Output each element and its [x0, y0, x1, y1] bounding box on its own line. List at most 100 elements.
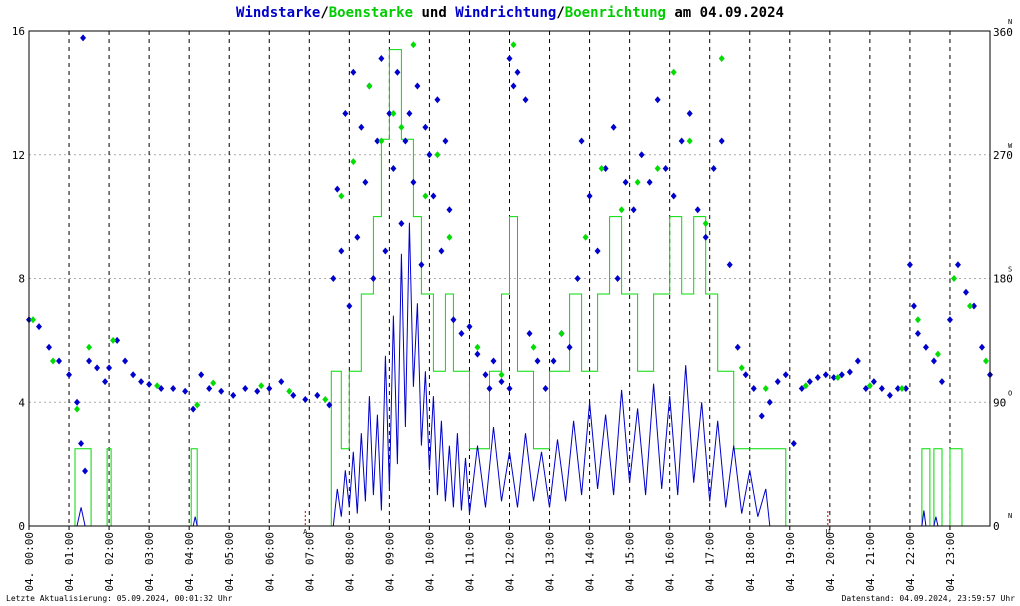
wind-direction-point	[978, 343, 985, 351]
gust-direction-point	[950, 275, 957, 282]
gust-direction-point	[510, 41, 517, 49]
wind-direction-point	[386, 110, 393, 117]
wind-direction-point	[750, 385, 757, 392]
x-tick-label: 04. 17:00	[704, 532, 717, 592]
y-right-tick-label: 180	[993, 273, 1013, 286]
wind-direction-point	[230, 391, 237, 399]
wind-direction-point	[710, 165, 717, 172]
x-tick-label: 04. 21:00	[864, 532, 877, 592]
wind-direction-point	[86, 357, 93, 365]
wind-direction-point	[838, 371, 845, 379]
wind-direction-point	[350, 68, 357, 76]
wind-direction-point	[962, 288, 969, 296]
gust-direction-point	[834, 374, 841, 381]
wind-direction-point	[526, 330, 533, 337]
gust-direction-point	[338, 192, 345, 200]
wind-direction-point	[522, 96, 529, 104]
wind-direction-point	[198, 371, 205, 379]
wind-direction-point	[254, 387, 261, 395]
wind-direction-point	[426, 151, 433, 159]
wind-direction-point	[654, 96, 661, 104]
wind-direction-point	[490, 357, 497, 365]
gust-direction-point	[410, 41, 417, 49]
wind-direction-point	[466, 323, 473, 331]
gust-direction-point	[670, 68, 677, 76]
title-part-6: Boenrichtung	[565, 5, 666, 21]
title-part-1: /	[320, 5, 328, 21]
footer-last-update: Letzte Aktualisierung: 05.09.2024, 00:01…	[6, 594, 233, 603]
wind-direction-point	[418, 261, 425, 269]
x-tick-label: 04. 00:00	[23, 532, 36, 592]
wind-direction-point	[970, 302, 977, 310]
gust-direction-point	[210, 379, 217, 387]
x-axis: 04. 00:00 04. 01:00 04. 02:00 04. 03:00 04. …	[23, 526, 957, 592]
wind-direction-point	[94, 364, 101, 372]
wind-direction-point	[338, 247, 345, 255]
wind-direction-point	[902, 385, 909, 392]
x-tick-label: 04. 10:00	[423, 532, 436, 592]
x-tick-label: 04. 07:00	[303, 532, 316, 592]
gust-direction-point	[322, 396, 329, 403]
title-part-2: Boenstarke	[329, 5, 413, 21]
title-part-5: /	[556, 5, 564, 21]
wind-direction-point	[458, 330, 465, 337]
wind-direction-point	[394, 68, 401, 76]
wind-direction-point	[734, 343, 741, 351]
wind-direction-point	[814, 374, 821, 381]
compass-label: N	[1008, 512, 1012, 520]
gust-direction-point	[898, 385, 905, 392]
wind-direction-point	[550, 357, 557, 365]
wind-direction-point	[630, 206, 637, 214]
wind-direction-point	[446, 206, 453, 214]
x-tick-label: 04. 08:00	[343, 532, 356, 592]
gust-direction-point	[718, 55, 725, 62]
wind-direction-point	[182, 387, 189, 395]
gust-direction-point	[390, 110, 397, 117]
gust-direction-point	[914, 316, 921, 324]
gust-direction-point	[558, 330, 565, 337]
wind-direction-point	[382, 247, 389, 255]
wind-direction-point	[946, 316, 953, 324]
gust-direction-point	[762, 385, 769, 392]
hour-lines-layer	[68, 31, 951, 526]
wind-direction-point	[610, 123, 617, 131]
wind-direction-point	[290, 391, 297, 399]
gust-direction-point	[738, 364, 745, 372]
wind-direction-point	[806, 378, 813, 386]
wind-direction-point	[242, 385, 249, 392]
wind-direction-point	[566, 343, 573, 351]
gust-direction-point	[702, 220, 709, 227]
wind-direction-point	[190, 405, 197, 413]
x-tick-label: 04. 11:00	[463, 532, 476, 592]
wind-direction-point	[486, 385, 493, 392]
title-part-4: Windrichtung	[455, 5, 556, 21]
wind-direction-point	[278, 378, 285, 386]
wind-direction-point	[578, 137, 585, 145]
wind-direction-point	[678, 137, 685, 145]
gust-direction-point	[982, 357, 989, 365]
title-part-0: Windstarke	[236, 5, 320, 21]
x-tick-label: 04. 05:00	[223, 532, 236, 592]
wind-direction-point	[122, 357, 129, 365]
wind-direction-point	[510, 82, 517, 90]
wind-direction-point	[442, 137, 449, 145]
gust-direction-point	[286, 387, 293, 395]
wind-direction-point	[374, 137, 381, 145]
wind-direction-point	[82, 467, 89, 475]
wind-direction-point	[354, 233, 361, 241]
gust-direction-point	[866, 382, 873, 390]
x-tick-label: 04. 16:00	[664, 532, 677, 592]
gust-speed-line	[29, 49, 990, 527]
wind-direction-point	[346, 302, 353, 310]
x-tick-label: 04. 22:00	[904, 532, 917, 592]
y-right-tick-label: 90	[993, 396, 1006, 409]
gust-direction-point	[966, 302, 973, 310]
compass-label: O	[1008, 389, 1012, 397]
x-tick-label: 04. 01:00	[63, 532, 76, 592]
wind-direction-point	[718, 137, 725, 145]
wind-direction-point	[378, 55, 385, 62]
direction-series-layer	[26, 34, 993, 475]
chart-title: Windstarke/Boenstarke und Windrichtung/B…	[236, 5, 784, 21]
wind-direction-point	[638, 151, 645, 159]
